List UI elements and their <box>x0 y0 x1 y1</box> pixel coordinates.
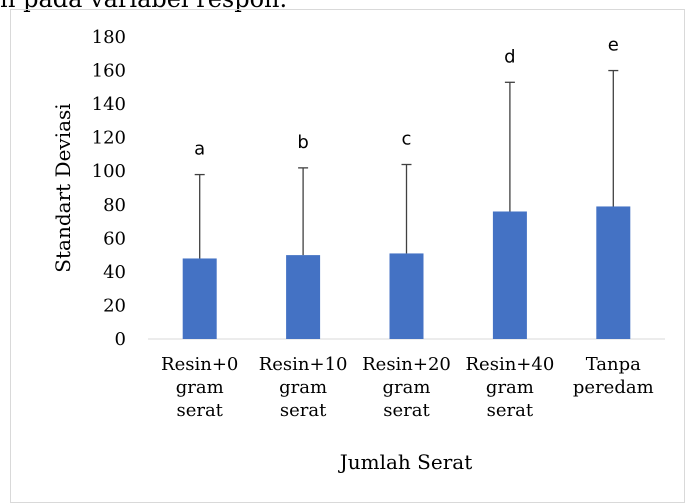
significance-letter: d <box>504 46 515 67</box>
significance-letter: c <box>402 129 412 150</box>
y-tick-label: 180 <box>92 27 126 48</box>
y-tick-label: 160 <box>92 61 126 82</box>
y-axis-title: Standart Deviasi <box>51 103 75 272</box>
y-tick-label: 60 <box>103 228 126 249</box>
y-tick-label: 80 <box>103 195 126 216</box>
y-tick-label: 140 <box>92 94 126 115</box>
y-tick-label: 40 <box>103 262 126 283</box>
x-tick-label: Resin+40 gram serat <box>466 354 555 421</box>
significance-letter: e <box>608 35 619 56</box>
x-axis-title: Jumlah Serat <box>338 450 472 474</box>
y-tick-label: 100 <box>92 161 126 182</box>
bar <box>389 253 424 339</box>
significance-letter: b <box>297 132 308 153</box>
y-tick-label: 0 <box>115 329 126 350</box>
bar <box>492 211 527 339</box>
x-tick-label: Tanpa peredam <box>573 354 654 398</box>
x-tick-label: Resin+0 gram serat <box>161 354 238 421</box>
chart-frame <box>10 9 685 503</box>
y-axis-ticks: 0 20 40 60 80 100 120 140 160 180 <box>92 27 126 350</box>
x-axis-ticks: Resin+0 gram serat Resin+10 gram seratResin+2… <box>161 354 654 421</box>
bar <box>286 255 321 339</box>
bar <box>596 206 631 339</box>
bar <box>182 258 217 339</box>
x-tick-label: Resin+20 gram serat <box>362 354 451 421</box>
significance-letter: a <box>194 139 205 160</box>
y-tick-label: 120 <box>92 128 126 149</box>
bars-group: a b c d e <box>182 35 631 339</box>
y-tick-label: 20 <box>103 295 126 316</box>
x-tick-label: Resin+10 gram serat <box>259 354 348 421</box>
